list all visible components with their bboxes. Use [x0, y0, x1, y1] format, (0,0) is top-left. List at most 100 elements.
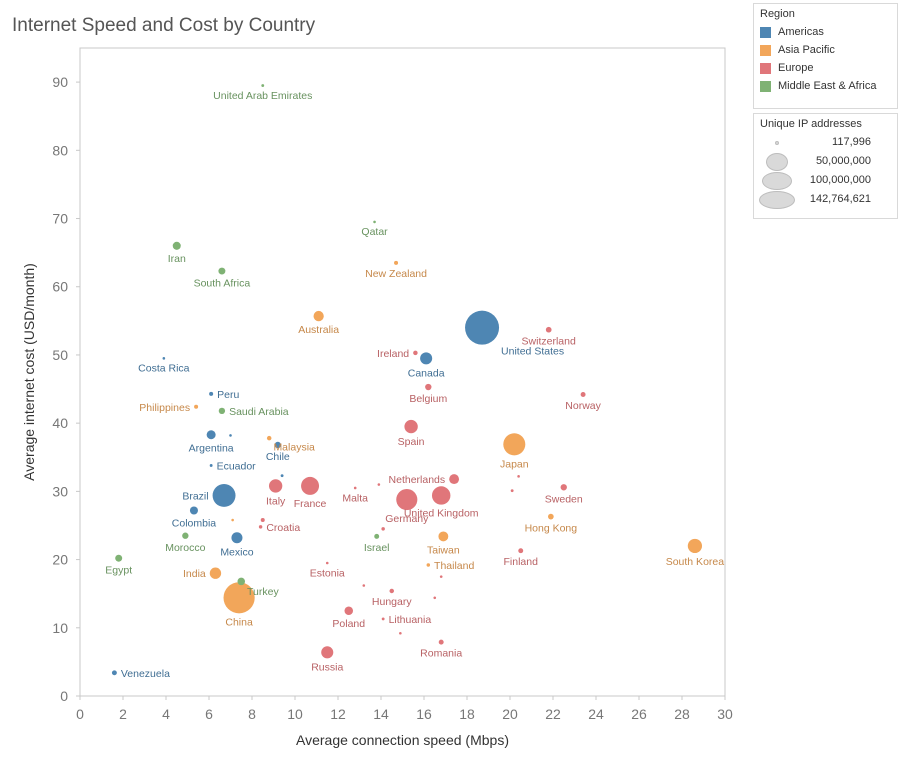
x-tick-label: 24	[588, 706, 604, 722]
size-legend-bubble	[761, 172, 793, 190]
point-label: Philippines	[139, 402, 190, 414]
point-norway	[580, 392, 586, 397]
point-unlabeled	[517, 475, 520, 478]
y-tick-label: 80	[52, 142, 68, 158]
region-label: Europe	[778, 62, 814, 74]
point-hungary	[389, 588, 394, 594]
x-axis-label: Average connection speed (Mbps)	[296, 732, 509, 748]
point-label: Egypt	[105, 565, 132, 577]
point-qatar	[373, 220, 376, 224]
point-mexico	[231, 532, 243, 544]
x-tick-label: 28	[674, 706, 690, 722]
point-india	[209, 567, 222, 579]
point-netherlands	[449, 474, 460, 485]
plot-area-frame	[79, 47, 726, 697]
size-legend-label: 50,000,000	[815, 155, 871, 167]
x-tick-label: 20	[502, 706, 518, 722]
y-tick-label: 20	[52, 552, 68, 568]
y-tick-label: 10	[52, 620, 68, 636]
point-china	[223, 582, 255, 614]
point-croatia	[258, 525, 263, 529]
point-label: Estonia	[310, 567, 345, 579]
point-iran	[172, 241, 181, 250]
point-label: Canada	[408, 367, 445, 379]
point-turkey	[237, 577, 246, 586]
point-label: United States	[501, 346, 564, 358]
y-tick-label: 70	[52, 211, 68, 227]
size-legend-item: 142,764,621	[754, 190, 897, 209]
point-label: Ecuador	[217, 460, 257, 472]
region-legend-item: Middle East & Africa	[754, 77, 897, 95]
point-label: Peru	[217, 389, 239, 401]
region-label: Americas	[778, 26, 824, 38]
point-label: South Korea	[666, 556, 725, 568]
point-morocco	[182, 532, 189, 539]
point-label: Russia	[311, 661, 343, 673]
point-estonia	[325, 561, 329, 565]
point-unlabeled	[231, 518, 234, 522]
point-label: South Africa	[194, 278, 251, 290]
point-label: Sweden	[545, 493, 583, 505]
point-label: Hungary	[372, 596, 412, 608]
point-label: Malaysia	[273, 441, 315, 453]
x-tick-label: 6	[205, 706, 213, 722]
point-label: Japan	[500, 458, 529, 470]
point-israel	[374, 533, 380, 539]
region-label: Middle East & Africa	[778, 80, 877, 92]
point-label: India	[183, 568, 206, 580]
region-swatch	[760, 44, 771, 56]
point-egypt	[115, 554, 123, 562]
y-tick-label: 60	[52, 279, 68, 295]
point-unlabeled	[439, 575, 443, 578]
point-venezuela	[111, 670, 117, 676]
region-label: Asia Pacific	[778, 44, 835, 56]
point-label: France	[294, 498, 327, 510]
point-unlabeled	[280, 474, 284, 478]
point-unlabeled	[381, 527, 385, 531]
point-costa-rica	[162, 357, 166, 360]
x-tick-label: 0	[76, 706, 84, 722]
size-legend-item: 117,996	[754, 133, 897, 152]
region-swatch	[760, 80, 771, 92]
point-unlabeled	[510, 489, 514, 493]
point-ecuador	[209, 464, 213, 467]
region-swatch	[760, 62, 771, 74]
point-label: Hong Kong	[525, 522, 578, 534]
y-tick-label: 0	[60, 688, 68, 704]
point-label: Norway	[565, 400, 601, 412]
x-tick-label: 16	[416, 706, 432, 722]
point-label: Israel	[364, 542, 390, 554]
point-label: China	[225, 616, 253, 628]
point-label: Chile	[266, 451, 290, 463]
point-australia	[313, 310, 324, 322]
y-tick-label: 90	[52, 74, 68, 90]
point-label: Qatar	[361, 226, 388, 238]
point-lithuania	[381, 617, 385, 621]
point-colombia	[189, 506, 198, 515]
size-legend-label: 117,996	[832, 136, 871, 148]
point-label: Germany	[385, 513, 429, 525]
point-malaysia	[266, 435, 272, 441]
x-tick-label: 22	[545, 706, 561, 722]
point-label: Colombia	[172, 517, 217, 529]
point-united-arab-emirates	[261, 84, 265, 87]
point-label: Croatia	[266, 522, 300, 534]
point-italy	[268, 479, 283, 493]
point-label: Malta	[342, 492, 368, 504]
x-tick-label: 2	[119, 706, 127, 722]
point-unlabeled	[229, 434, 232, 437]
point-unlabeled	[377, 483, 381, 486]
y-tick-label: 40	[52, 415, 68, 431]
x-tick-label: 18	[459, 706, 475, 722]
region-legend-item: Asia Pacific	[754, 41, 897, 59]
point-thailand	[426, 563, 431, 567]
size-legend-bubble	[774, 140, 780, 146]
x-tick-label: 26	[631, 706, 647, 722]
region-swatch	[760, 26, 771, 38]
chart-title: Internet Speed and Cost by Country	[12, 15, 316, 36]
point-unlabeled	[399, 631, 402, 635]
region-legend-item: Americas	[754, 23, 897, 41]
point-label: Finland	[504, 556, 539, 568]
point-label: Australia	[298, 324, 339, 336]
point-germany	[396, 489, 418, 511]
